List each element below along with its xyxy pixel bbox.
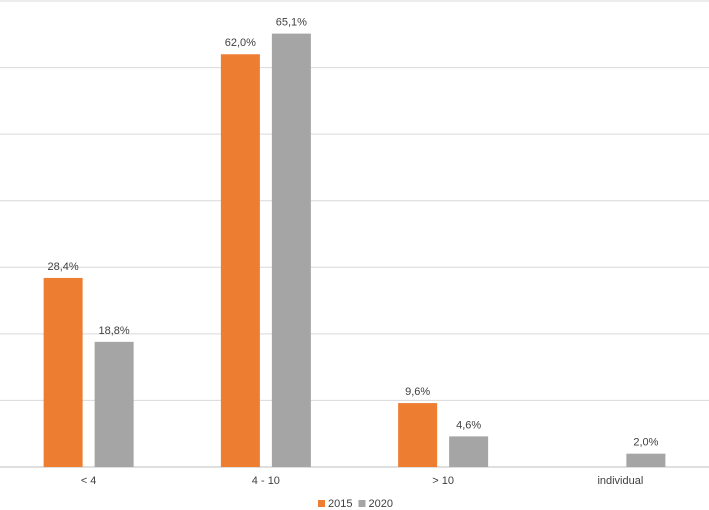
legend-swatch [358, 500, 366, 507]
bar [398, 403, 438, 467]
bar [449, 436, 489, 467]
bar [271, 33, 311, 468]
value-label: 9,6% [405, 386, 430, 398]
x-tick-label: < 4 [81, 475, 97, 487]
bar [626, 453, 666, 467]
value-label: 2,0% [633, 437, 658, 449]
value-label: 28,4% [48, 261, 79, 273]
bar [43, 277, 83, 467]
value-label: 65,1% [276, 17, 307, 29]
value-label: 4,6% [456, 419, 481, 431]
value-label: 62,0% [225, 37, 256, 49]
x-tick-label: individual [597, 475, 643, 487]
legend: 2015 2020 [318, 498, 393, 510]
bar [94, 341, 134, 467]
bar [220, 54, 260, 467]
x-tick-label: 4 - 10 [252, 475, 280, 487]
value-label: 18,8% [99, 325, 130, 337]
legend-label: 2015 [328, 498, 352, 510]
x-tick-label: > 10 [432, 475, 454, 487]
legend-swatch [318, 500, 325, 507]
legend-label: 2020 [368, 498, 392, 510]
